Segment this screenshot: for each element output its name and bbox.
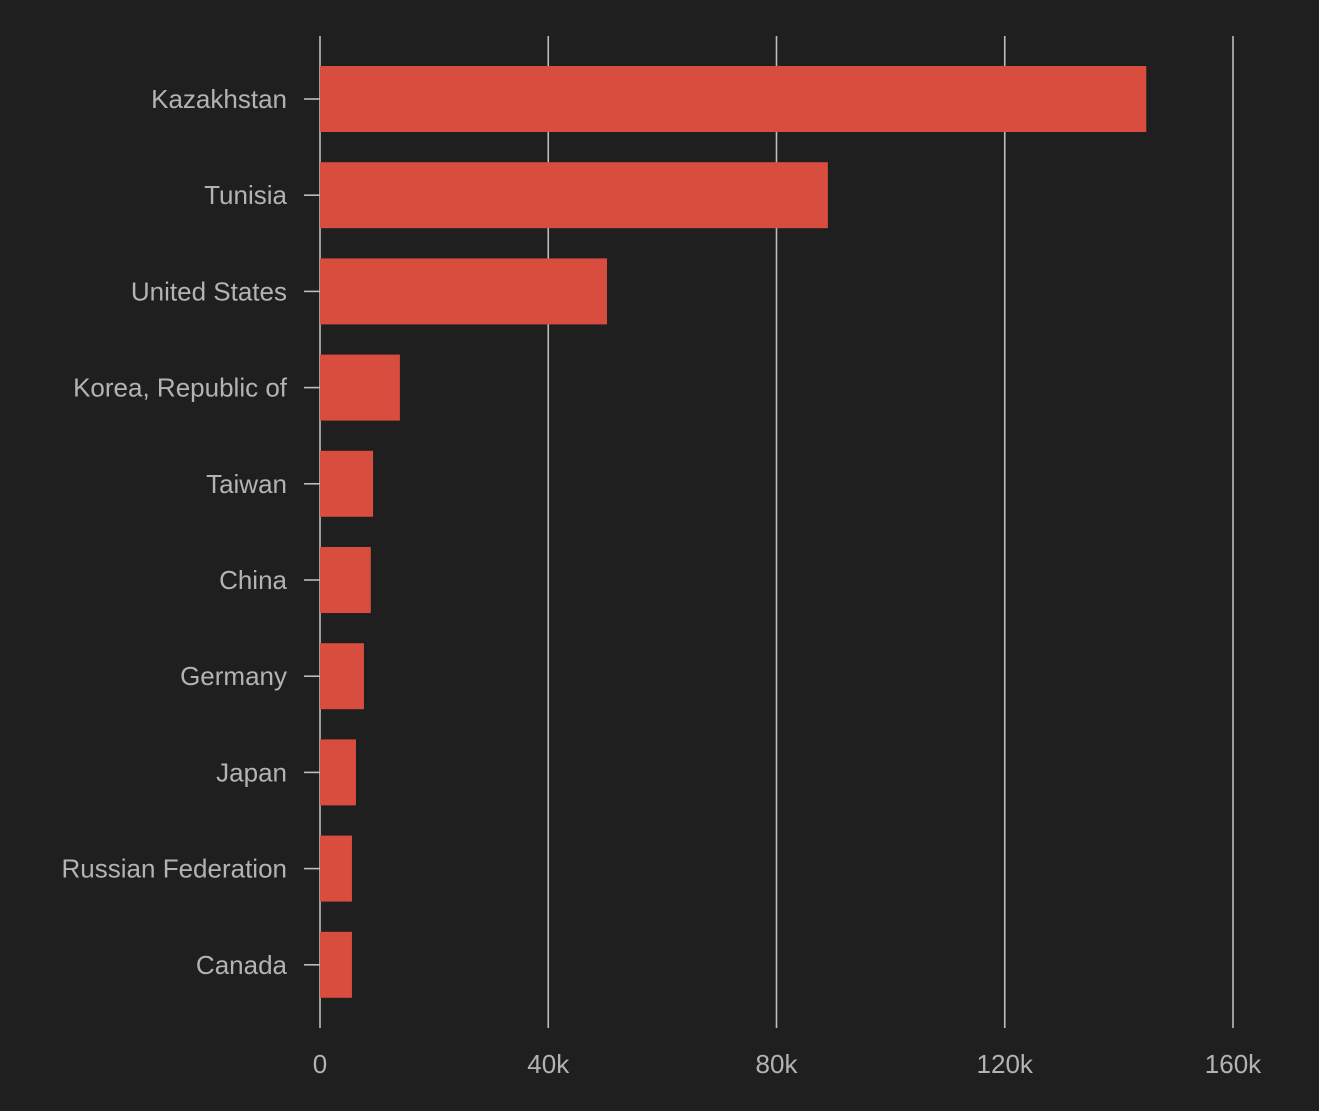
y-tick-label: Russian Federation — [62, 854, 287, 884]
y-tick-label: Korea, Republic of — [73, 373, 288, 403]
bar — [320, 835, 352, 902]
bar — [320, 643, 364, 710]
bar — [320, 739, 356, 806]
x-axis-ticks: 0 40k 80k 120k 160k — [313, 1049, 1262, 1079]
bar — [320, 931, 352, 998]
bars — [320, 66, 1147, 998]
bar — [320, 450, 374, 517]
x-tick-label: 0 — [313, 1049, 327, 1079]
bar — [320, 547, 371, 613]
y-axis-ticks: Kazakhstan Tunisia United States Korea, Rep… — [62, 84, 320, 980]
y-tick-label: Canada — [196, 950, 288, 980]
y-tick-label: Kazakhstan — [151, 84, 287, 114]
y-tick-label: United States — [131, 276, 287, 306]
y-tick-label: Taiwan — [206, 469, 287, 499]
bar — [320, 66, 1147, 132]
y-tick-label: Germany — [180, 661, 287, 691]
y-tick-label: Japan — [216, 757, 287, 787]
y-tick-label: Tunisia — [204, 180, 287, 210]
x-tick-label: 80k — [756, 1049, 799, 1079]
bar — [320, 354, 400, 421]
bar — [320, 162, 828, 229]
y-tick-label: China — [219, 565, 287, 595]
x-tick-label: 120k — [977, 1049, 1034, 1079]
x-tick-label: 160k — [1205, 1049, 1262, 1079]
x-tick-label: 40k — [527, 1049, 570, 1079]
bar — [320, 258, 608, 325]
